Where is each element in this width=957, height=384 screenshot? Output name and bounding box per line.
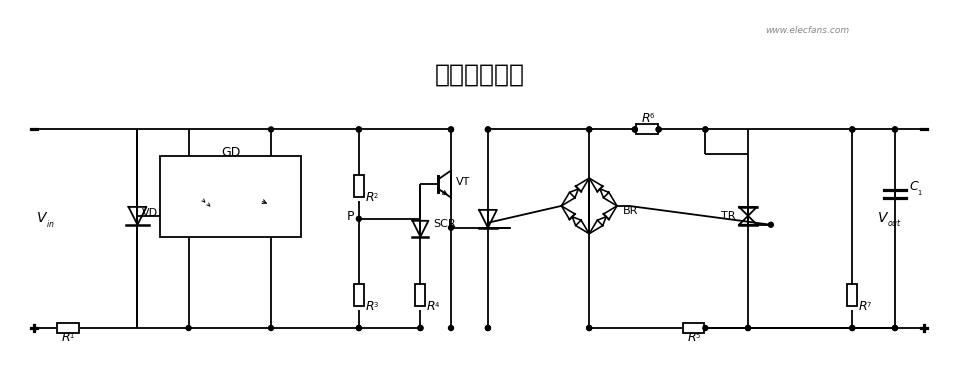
Text: P: P bbox=[346, 210, 354, 223]
Circle shape bbox=[449, 127, 454, 132]
Circle shape bbox=[186, 326, 191, 331]
Circle shape bbox=[850, 326, 855, 331]
Circle shape bbox=[587, 127, 591, 132]
Circle shape bbox=[449, 225, 454, 230]
Text: $_{in}$: $_{in}$ bbox=[46, 218, 55, 231]
Text: $_7$: $_7$ bbox=[866, 300, 872, 310]
Circle shape bbox=[657, 127, 661, 132]
Text: $R$: $R$ bbox=[365, 300, 374, 313]
Text: $R$: $R$ bbox=[858, 300, 868, 313]
Text: 继电器原理图: 继电器原理图 bbox=[435, 63, 525, 87]
Circle shape bbox=[418, 326, 423, 331]
Circle shape bbox=[850, 127, 855, 132]
Text: BR: BR bbox=[623, 206, 638, 216]
Text: $_4$: $_4$ bbox=[434, 300, 440, 310]
Text: $C$: $C$ bbox=[909, 180, 920, 193]
Text: $V$: $V$ bbox=[878, 211, 889, 225]
Circle shape bbox=[485, 127, 490, 132]
Circle shape bbox=[418, 326, 423, 331]
Circle shape bbox=[485, 326, 490, 331]
Text: $_2$: $_2$ bbox=[373, 191, 378, 201]
Text: $_3$: $_3$ bbox=[373, 300, 379, 310]
Text: $R$: $R$ bbox=[61, 331, 71, 344]
Circle shape bbox=[657, 127, 661, 132]
Circle shape bbox=[269, 326, 274, 331]
Circle shape bbox=[893, 326, 898, 331]
Circle shape bbox=[850, 127, 855, 132]
Circle shape bbox=[893, 326, 898, 331]
Circle shape bbox=[356, 216, 362, 221]
Text: $_5$: $_5$ bbox=[696, 331, 701, 341]
Bar bbox=[682, 323, 704, 333]
Circle shape bbox=[702, 127, 708, 132]
Circle shape bbox=[356, 326, 362, 331]
Bar bbox=[354, 175, 364, 197]
Text: GD: GD bbox=[221, 146, 240, 159]
Circle shape bbox=[746, 326, 750, 331]
Circle shape bbox=[356, 127, 362, 132]
Text: $_1$: $_1$ bbox=[69, 331, 75, 341]
Circle shape bbox=[587, 127, 591, 132]
Text: $R$: $R$ bbox=[365, 191, 374, 204]
Text: VT: VT bbox=[456, 177, 471, 187]
Bar bbox=[354, 284, 364, 306]
Circle shape bbox=[633, 127, 637, 132]
Bar bbox=[415, 284, 426, 306]
Bar bbox=[847, 284, 857, 306]
Circle shape bbox=[768, 222, 773, 227]
Circle shape bbox=[893, 127, 898, 132]
Bar bbox=[57, 323, 78, 333]
Circle shape bbox=[587, 326, 591, 331]
Circle shape bbox=[485, 127, 490, 132]
Circle shape bbox=[893, 127, 898, 132]
Circle shape bbox=[746, 326, 750, 331]
Circle shape bbox=[702, 127, 708, 132]
Text: $V$: $V$ bbox=[36, 211, 49, 225]
Circle shape bbox=[485, 326, 490, 331]
Circle shape bbox=[850, 326, 855, 331]
Circle shape bbox=[269, 127, 274, 132]
Text: $R$: $R$ bbox=[641, 111, 651, 124]
Circle shape bbox=[587, 326, 591, 331]
Circle shape bbox=[633, 127, 637, 132]
Bar bbox=[635, 124, 657, 134]
Text: TR: TR bbox=[721, 211, 735, 221]
Circle shape bbox=[449, 127, 454, 132]
Text: $_1$: $_1$ bbox=[917, 188, 923, 198]
Circle shape bbox=[449, 326, 454, 331]
Text: $R$: $R$ bbox=[427, 300, 435, 313]
Text: www.elecfans.com: www.elecfans.com bbox=[766, 26, 850, 35]
Bar bbox=[161, 156, 301, 237]
Text: SCR: SCR bbox=[434, 219, 456, 229]
Text: $_6$: $_6$ bbox=[649, 111, 655, 121]
Text: $_{out}$: $_{out}$ bbox=[887, 219, 902, 230]
Circle shape bbox=[356, 326, 362, 331]
Circle shape bbox=[702, 326, 708, 331]
Circle shape bbox=[356, 127, 362, 132]
Text: $R$: $R$ bbox=[687, 331, 697, 344]
Text: VD: VD bbox=[142, 208, 158, 218]
